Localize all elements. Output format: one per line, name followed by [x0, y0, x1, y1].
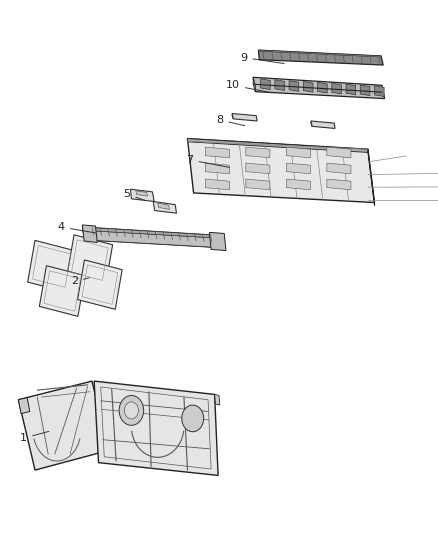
Polygon shape [303, 82, 313, 92]
Text: 1: 1 [20, 431, 49, 443]
Polygon shape [205, 179, 230, 190]
Polygon shape [258, 50, 381, 57]
Polygon shape [253, 77, 255, 92]
Polygon shape [28, 240, 76, 293]
Text: 2: 2 [71, 277, 89, 286]
Polygon shape [153, 201, 177, 213]
Polygon shape [261, 79, 270, 90]
Text: 5: 5 [124, 189, 145, 200]
Text: 10: 10 [226, 80, 269, 92]
Polygon shape [289, 80, 299, 91]
Text: 4: 4 [58, 222, 96, 233]
Polygon shape [368, 149, 374, 206]
Polygon shape [78, 260, 122, 309]
Polygon shape [39, 265, 85, 317]
Polygon shape [18, 381, 109, 470]
Polygon shape [346, 84, 356, 95]
Polygon shape [232, 114, 257, 121]
Polygon shape [286, 163, 311, 174]
Polygon shape [246, 163, 270, 174]
Polygon shape [158, 203, 170, 209]
Text: 7: 7 [187, 155, 230, 167]
Polygon shape [311, 121, 335, 128]
Polygon shape [187, 139, 374, 203]
Polygon shape [318, 82, 327, 93]
Polygon shape [205, 163, 230, 174]
Text: 9: 9 [240, 53, 284, 63]
Polygon shape [82, 227, 221, 238]
Polygon shape [332, 83, 342, 94]
Circle shape [119, 395, 144, 425]
Polygon shape [131, 189, 154, 201]
Text: 8: 8 [216, 115, 245, 126]
Polygon shape [187, 139, 368, 152]
Polygon shape [246, 147, 270, 158]
Polygon shape [286, 179, 311, 190]
Polygon shape [205, 147, 230, 158]
Polygon shape [374, 86, 384, 96]
Polygon shape [18, 398, 30, 414]
Polygon shape [82, 230, 224, 248]
Polygon shape [258, 50, 383, 65]
Polygon shape [253, 77, 385, 99]
Polygon shape [311, 121, 312, 126]
Polygon shape [82, 225, 97, 243]
Polygon shape [215, 394, 220, 405]
Polygon shape [327, 179, 351, 190]
Polygon shape [327, 163, 351, 174]
Polygon shape [246, 179, 270, 190]
Polygon shape [94, 381, 218, 475]
Polygon shape [275, 80, 285, 91]
Polygon shape [327, 147, 351, 158]
Polygon shape [209, 232, 226, 251]
Polygon shape [82, 227, 224, 248]
Polygon shape [360, 85, 370, 95]
Polygon shape [136, 191, 148, 196]
Circle shape [182, 405, 204, 432]
Circle shape [124, 402, 138, 419]
Polygon shape [286, 147, 311, 158]
Polygon shape [67, 235, 113, 286]
Polygon shape [232, 114, 233, 119]
